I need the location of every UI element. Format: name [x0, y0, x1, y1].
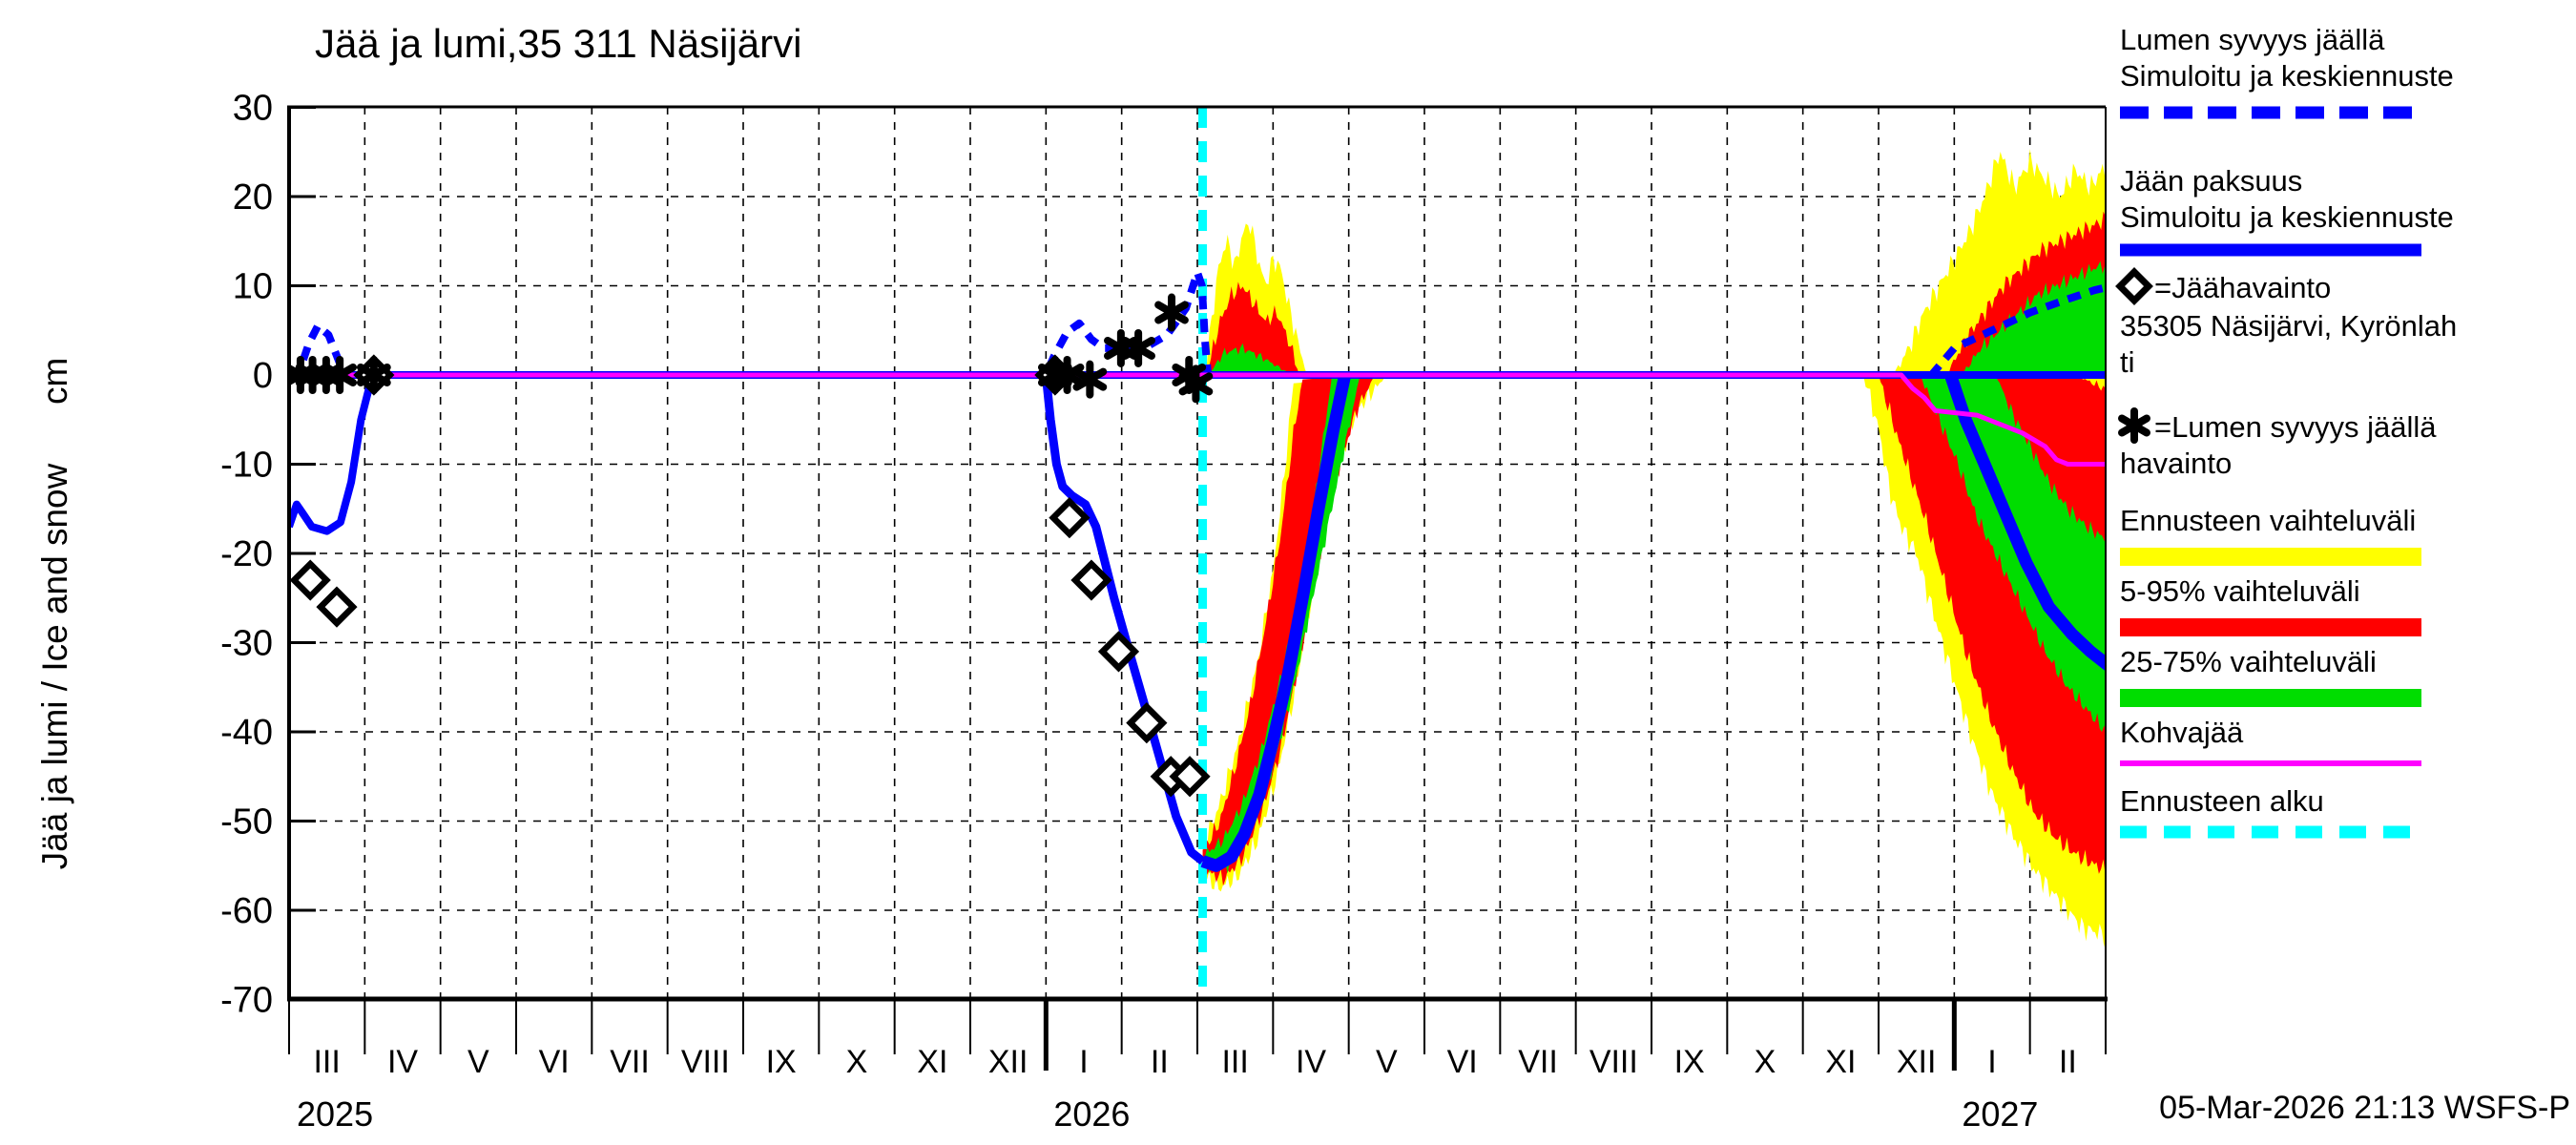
x-month-label: II [2059, 1044, 2077, 1080]
x-year-label: 2027 [1962, 1094, 2038, 1134]
x-month-label: V [467, 1044, 489, 1080]
legend-item-5: 5-95% vaihteluväli [2120, 574, 2421, 636]
observation-markers [289, 293, 1214, 798]
ice-forecast-median-2026 [1200, 373, 1352, 872]
ice-observation-diamond [316, 586, 358, 628]
legend-text: =Jäähavainto [2154, 271, 2331, 304]
ice-observation-diamond [1169, 756, 1211, 798]
snow-observation-star [1072, 360, 1108, 399]
x-year-label: 2025 [297, 1094, 373, 1134]
y-tick-label: -50 [220, 802, 273, 843]
legend-item-6: 25-75% vaihteluväli [2120, 645, 2421, 707]
x-month-label: III [313, 1044, 340, 1080]
y-tick-label: -60 [220, 891, 273, 931]
y-tick-label: 20 [233, 177, 273, 218]
x-month-label: IX [1674, 1044, 1705, 1080]
y-tick-label: -30 [220, 624, 273, 664]
legend-text: Kohvajää [2120, 716, 2244, 749]
band-winter2027-ice-green [1920, 375, 2106, 733]
ice-observation-diamond [1049, 497, 1091, 539]
x-month-label: VIII [681, 1044, 730, 1080]
x-month-label: IX [766, 1044, 797, 1080]
y-tick-label: -20 [220, 534, 273, 574]
x-month-label: XII [1897, 1044, 1937, 1080]
legend-text: 5-95% vaihteluväli [2120, 574, 2360, 608]
y-tick-label: 10 [233, 267, 273, 307]
x-month-label: VI [539, 1044, 570, 1080]
legend-text: 35305 Näsijärvi, Kyrönlah [2120, 309, 2457, 343]
legend-text: =Lumen syvyys jäällä [2154, 410, 2437, 444]
legend-text: Simuloitu ja keskiennuste [2120, 200, 2454, 234]
ice-thickness-sim-2026 [1041, 374, 1206, 865]
x-month-label: I [1987, 1044, 1996, 1080]
x-month-label: III [1221, 1044, 1248, 1080]
band-winter2027-snow-green [1962, 260, 2106, 375]
x-month-label: X [1755, 1044, 1776, 1080]
legend-band-swatch [2120, 548, 2421, 566]
x-month-label: VII [610, 1044, 650, 1080]
legend-band-swatch [2120, 618, 2421, 636]
legend-item-8: Ennusteen alku [2120, 784, 2421, 839]
diamond-icon [2115, 267, 2153, 305]
snow-observation-star [322, 356, 358, 394]
snow-observation-star [356, 356, 391, 394]
x-year-label: 2026 [1053, 1094, 1130, 1134]
x-month-label: IV [1296, 1044, 1326, 1080]
legend-text: 25-75% vaihteluväli [2120, 645, 2377, 678]
legend-text: Ennusteen vaihteluväli [2120, 504, 2416, 537]
legend-text: Lumen syvyys jäällä [2120, 23, 2385, 56]
legend-item-7: Kohvajää [2120, 716, 2421, 766]
snow-observation-star [1154, 293, 1189, 332]
timestamp: 05-Mar-2026 21:13 WSFS-P [2159, 1090, 2570, 1126]
legend-text: Ennusteen alku [2120, 784, 2324, 818]
x-month-label: II [1151, 1044, 1169, 1080]
legend-text: Simuloitu ja keskiennuste [2120, 59, 2454, 93]
x-month-label: XII [988, 1044, 1028, 1080]
x-month-label: V [1376, 1044, 1398, 1080]
x-month-label: X [846, 1044, 868, 1080]
ice-observation-diamond [1070, 559, 1112, 601]
ice-observation-diamond [289, 559, 331, 601]
x-month-label: I [1079, 1044, 1088, 1080]
legend-band-swatch [2120, 689, 2421, 707]
x-month-label: VII [1518, 1044, 1558, 1080]
ice-forecast-median-2027 [1944, 372, 2106, 672]
legend-text: Jään paksuus [2120, 164, 2302, 198]
legend-text: havainto [2120, 447, 2232, 480]
legend-text: ti [2120, 345, 2135, 379]
band-spring2026-snow-red [1206, 281, 1300, 375]
x-month-label: XI [1825, 1044, 1856, 1080]
page-title: Jää ja lumi,35 311 Näsijärvi [315, 21, 802, 66]
y-tick-label: -40 [220, 713, 273, 753]
legend-item-4: Ennusteen vaihteluväli [2120, 504, 2421, 566]
y-tick-label: -10 [220, 446, 273, 486]
x-month-label: VI [1447, 1044, 1478, 1080]
y-tick-label: 0 [253, 356, 273, 396]
x-month-label: IV [387, 1044, 418, 1080]
ice-observation-diamond [1126, 702, 1168, 744]
star-icon [2118, 407, 2150, 444]
ice-observation-diamond [1097, 631, 1140, 673]
x-month-label: VIII [1589, 1044, 1638, 1080]
ice-thickness-sim-2025 [289, 374, 377, 535]
y-tick-label: -70 [220, 981, 273, 1021]
plot-area [289, 107, 2106, 999]
y-tick-label: 30 [233, 89, 273, 129]
axes [287, 105, 2108, 1071]
x-month-label: XI [917, 1044, 947, 1080]
y-axis-label: Jää ja lumi / Ice and snow cm [35, 357, 74, 870]
snow-observation-star [1178, 364, 1214, 404]
kohvajaa-line [289, 372, 2106, 467]
snow-observation-star [1121, 328, 1155, 367]
band-spring2026-snow-green [1208, 343, 1291, 375]
